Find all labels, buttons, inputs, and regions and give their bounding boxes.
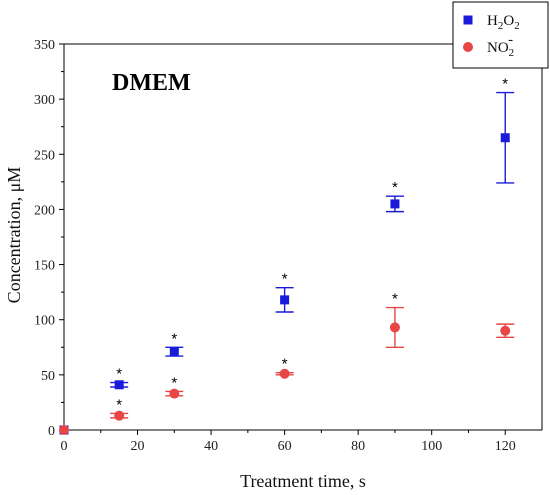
data-point xyxy=(169,347,179,357)
legend-box xyxy=(452,1,549,69)
data-point xyxy=(279,368,290,379)
x-tick-label: 100 xyxy=(421,439,442,454)
y-tick-label: 250 xyxy=(34,148,55,163)
y-tick-label: 200 xyxy=(34,203,55,218)
significance-star: * xyxy=(502,76,508,93)
significance-star: * xyxy=(282,271,288,288)
x-tick-label: 20 xyxy=(131,439,145,454)
data-point xyxy=(59,425,69,435)
data-point xyxy=(169,388,180,399)
series-0: * * * * * xyxy=(59,76,515,435)
legend: H2O2 NO2- xyxy=(452,1,549,69)
significance-star: * xyxy=(171,330,177,347)
data-point xyxy=(280,295,290,305)
significance-star: * xyxy=(282,356,288,373)
y-axis-label: Concentration, μM xyxy=(4,167,24,304)
legend-marker xyxy=(463,15,473,25)
y-tick-label: 0 xyxy=(48,424,55,439)
legend-marker xyxy=(463,42,473,52)
series-1: * * * * xyxy=(59,291,515,435)
x-tick-label: 40 xyxy=(204,439,218,454)
axes: 0 20 40 60 80 100 120 0 50 100 150 200 250 300 350 xyxy=(34,38,543,454)
y-tick-label: 300 xyxy=(34,93,55,108)
data-marks: * * * * * * * * * xyxy=(59,76,515,435)
significance-star: * xyxy=(392,291,398,308)
x-axis-label: Treatment time, s xyxy=(240,471,366,491)
data-point xyxy=(389,322,400,333)
y-tick-label: 150 xyxy=(34,259,55,274)
x-tick-label: 60 xyxy=(278,439,292,454)
data-point xyxy=(500,325,511,336)
y-tick-label: 350 xyxy=(34,38,55,53)
legend-label: H2O2 xyxy=(487,13,520,32)
significance-star: * xyxy=(171,374,177,391)
x-tick-label: 0 xyxy=(61,439,68,454)
data-point xyxy=(114,380,124,390)
y-tick-label: 100 xyxy=(34,314,55,329)
significance-star: * xyxy=(392,179,398,196)
legend-label: NO2 xyxy=(487,40,514,59)
significance-star: * xyxy=(116,396,122,413)
data-point xyxy=(114,410,125,421)
chart-annotation: DMEM xyxy=(112,70,191,96)
y-tick-label: 50 xyxy=(41,369,55,384)
legend-label-superscript: - xyxy=(508,32,513,48)
x-tick-label: 80 xyxy=(351,439,365,454)
x-tick-label: 120 xyxy=(495,439,516,454)
data-point xyxy=(500,133,510,143)
significance-star: * xyxy=(116,366,122,383)
data-point xyxy=(390,199,400,209)
